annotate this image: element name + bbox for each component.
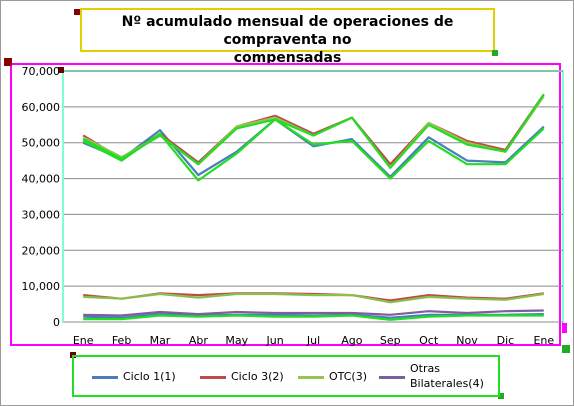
y-tick-label: 10,000 [22, 280, 61, 293]
legend-swatch [298, 376, 324, 379]
chart-title-line: compensadas [233, 50, 342, 66]
y-tick-label: 60,000 [22, 101, 61, 114]
y-tick-label: 50,000 [22, 137, 61, 150]
legend-selection-handle[interactable] [498, 393, 504, 399]
x-tick-label: Ene [73, 334, 94, 347]
y-tick-label: 30,000 [22, 208, 61, 221]
x-tick-label: Oct [419, 334, 439, 347]
x-tick-label: Dic [497, 334, 515, 347]
x-tick-label: Jun [266, 334, 284, 347]
x-tick-label: Ago [341, 334, 363, 347]
series-line-highlight [82, 118, 545, 182]
x-tick-label: Mar [150, 334, 171, 347]
series-line [82, 118, 545, 178]
chart-title[interactable]: Nº acumulado mensual de operaciones de c… [80, 8, 495, 66]
chart-area-border[interactable] [10, 63, 561, 346]
series-line [83, 309, 544, 317]
x-tick-label: Sep [380, 334, 401, 347]
y-tick-label: 20,000 [22, 244, 61, 257]
y-tick-label: 40,000 [22, 173, 61, 186]
y-tick-label: 70,000 [22, 65, 61, 78]
series-line-highlight [83, 314, 544, 321]
y-tick-label: 0 [53, 316, 60, 329]
x-tick-label: May [225, 334, 248, 347]
plot-area-selection-handle[interactable] [562, 323, 567, 333]
series-line-shadow [83, 293, 544, 303]
plot-area-selection-handle[interactable] [58, 67, 64, 73]
x-tick-label: Feb [112, 334, 131, 347]
series-line [82, 93, 545, 166]
legend-swatch [379, 376, 405, 379]
chart-area-selection-handle[interactable] [562, 345, 570, 353]
chart-title-line: Nº acumulado mensual de operaciones de c… [121, 14, 454, 48]
legend-label: Otras Bilaterales(4) [410, 362, 484, 390]
legend-label: Ciclo 3(2) [231, 370, 284, 383]
series-line-highlight [82, 93, 545, 169]
legend[interactable]: Ciclo 1(1) Ciclo 3(2) OTC(3) Otras Bilatera… [72, 355, 500, 397]
legend-label: OTC(3) [329, 370, 367, 383]
x-tick-label: Nov [456, 334, 478, 347]
x-tick-label: Jul [306, 334, 320, 347]
legend-swatch [200, 376, 226, 379]
x-tick-label: Abr [189, 334, 209, 347]
chart-area-selection-handle[interactable] [4, 58, 12, 66]
legend-swatch [92, 376, 118, 379]
legend-label: Ciclo 1(1) [123, 370, 176, 383]
title-selection-handle[interactable] [492, 50, 498, 56]
x-tick-label: Ene [533, 334, 554, 347]
title-selection-handle[interactable] [74, 9, 80, 15]
